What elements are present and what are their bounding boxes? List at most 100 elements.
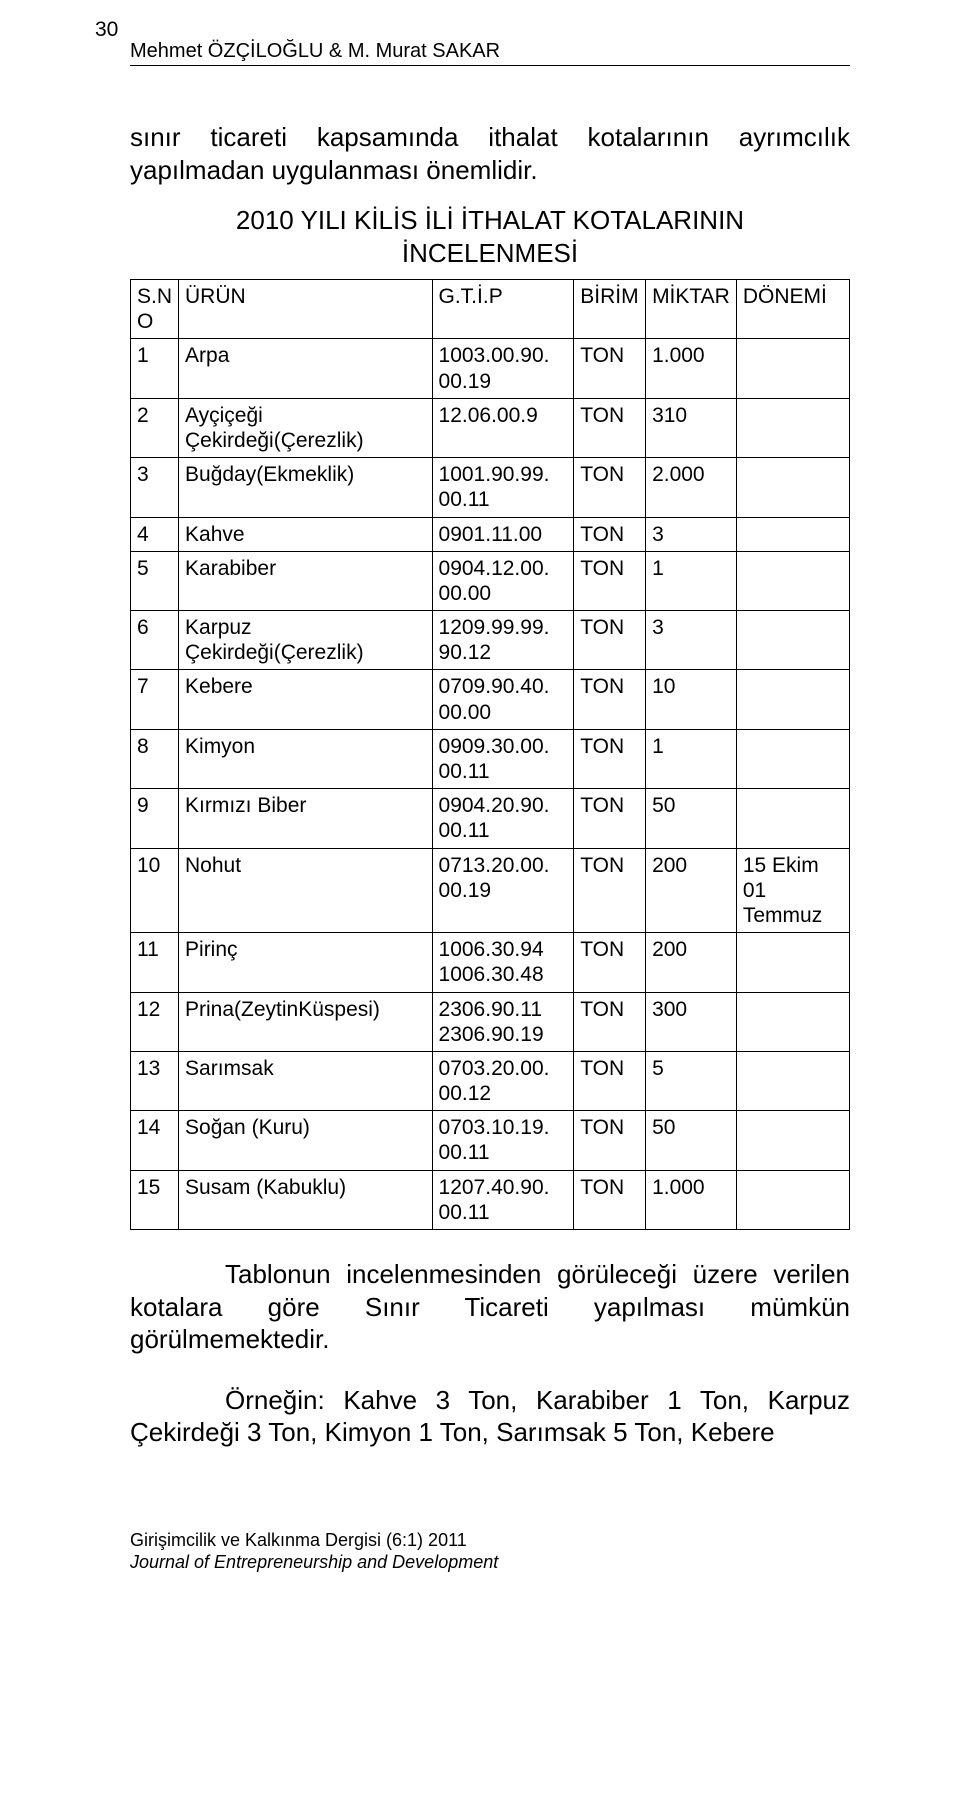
table-cell: 11 (131, 933, 179, 992)
table-cell: 0904.20.90.00.11 (432, 789, 574, 848)
table-cell (736, 1170, 849, 1229)
table-cell: 1 (131, 339, 179, 398)
header-underline: Mehmet ÖZÇİLOĞLU & M. Murat SAKAR (130, 40, 850, 66)
table-row: 1Arpa1003.00.90.00.19TON1.000 (131, 339, 850, 398)
table-cell: 0703.20.00.00.12 (432, 1051, 574, 1110)
table-cell (736, 933, 849, 992)
table-row: 14Soğan (Kuru)0703.10.19.00.11TON50 (131, 1111, 850, 1170)
after-paragraph-2: Örneğin: Kahve 3 Ton, Karabiber 1 Ton, K… (130, 1384, 850, 1449)
table-cell: 0713.20.00.00.19 (432, 848, 574, 933)
table-cell: Kahve (179, 517, 433, 551)
header-authors: Mehmet ÖZÇİLOĞLU & M. Murat SAKAR (130, 40, 500, 62)
table-cell: 50 (646, 1111, 737, 1170)
table-cell: TON (574, 1111, 646, 1170)
table-cell: TON (574, 551, 646, 610)
table-cell (736, 1111, 849, 1170)
table-row: 8Kimyon0909.30.00.00.11TON1 (131, 729, 850, 788)
table-row: 2AyçiçeğiÇekirdeği(Çerezlik)12.06.00.9TO… (131, 398, 850, 457)
table-cell: 1006.30.941006.30.48 (432, 933, 574, 992)
table-cell (736, 398, 849, 457)
table-cell: Nohut (179, 848, 433, 933)
table-cell: TON (574, 992, 646, 1051)
table-row: 15Susam (Kabuklu)1207.40.90.00.11TON1.00… (131, 1170, 850, 1229)
table-cell: TON (574, 611, 646, 670)
table-cell: TON (574, 789, 646, 848)
table-cell: 0904.12.00.00.00 (432, 551, 574, 610)
table-cell: Susam (Kabuklu) (179, 1170, 433, 1229)
table-cell: 12 (131, 992, 179, 1051)
table-cell: 8 (131, 729, 179, 788)
table-cell: 13 (131, 1051, 179, 1110)
table-row: 12Prina(ZeytinKüspesi)2306.90.112306.90.… (131, 992, 850, 1051)
table-cell: 200 (646, 848, 737, 933)
table-cell: Buğday(Ekmeklik) (179, 458, 433, 517)
table-cell: 2306.90.112306.90.19 (432, 992, 574, 1051)
table-cell: 50 (646, 789, 737, 848)
table-cell: Pirinç (179, 933, 433, 992)
table-cell: TON (574, 933, 646, 992)
table-cell (736, 339, 849, 398)
table-cell: 0909.30.00.00.11 (432, 729, 574, 788)
col-header-sno: S.NO (131, 280, 179, 339)
table-cell (736, 458, 849, 517)
table-cell: 14 (131, 1111, 179, 1170)
table-cell: 1 (646, 551, 737, 610)
table-cell: TON (574, 670, 646, 729)
table-cell: Kırmızı Biber (179, 789, 433, 848)
table-row: 6KarpuzÇekirdeği(Çerezlik)1209.99.99.90.… (131, 611, 850, 670)
table-row: 3Buğday(Ekmeklik)1001.90.99.00.11TON2.00… (131, 458, 850, 517)
table-row: 4Kahve0901.11.00TON3 (131, 517, 850, 551)
table-cell: 7 (131, 670, 179, 729)
table-cell: Soğan (Kuru) (179, 1111, 433, 1170)
table-cell: TON (574, 729, 646, 788)
table-cell: 1207.40.90.00.11 (432, 1170, 574, 1229)
table-cell: 5 (646, 1051, 737, 1110)
table-cell: 9 (131, 789, 179, 848)
table-cell: 0901.11.00 (432, 517, 574, 551)
table-cell: Karabiber (179, 551, 433, 610)
intro-paragraph: sınır ticareti kapsamında ithalat kotala… (130, 121, 850, 186)
table-cell: 0703.10.19.00.11 (432, 1111, 574, 1170)
table-cell: Arpa (179, 339, 433, 398)
table-cell: TON (574, 458, 646, 517)
table-cell: 10 (131, 848, 179, 933)
col-header-donemi: DÖNEMİ (736, 280, 849, 339)
table-cell: 1001.90.99.00.11 (432, 458, 574, 517)
table-cell: 3 (131, 458, 179, 517)
table-cell: Prina(ZeytinKüspesi) (179, 992, 433, 1051)
page: 30 Mehmet ÖZÇİLOĞLU & M. Murat SAKAR sın… (0, 0, 960, 1634)
table-row: 13Sarımsak0703.20.00.00.12TON5 (131, 1051, 850, 1110)
table-cell (736, 789, 849, 848)
table-cell (736, 670, 849, 729)
table-cell: 10 (646, 670, 737, 729)
table-cell: TON (574, 339, 646, 398)
table-cell (736, 611, 849, 670)
table-cell (736, 992, 849, 1051)
page-footer: Girişimcilik ve Kalkınma Dergisi (6:1) 2… (130, 1529, 850, 1574)
table-cell: 1003.00.90.00.19 (432, 339, 574, 398)
table-cell: 2.000 (646, 458, 737, 517)
table-cell: 15 (131, 1170, 179, 1229)
table-cell: 310 (646, 398, 737, 457)
table-row: 10Nohut0713.20.00.00.19TON20015 Ekim 01T… (131, 848, 850, 933)
table-cell: TON (574, 517, 646, 551)
col-header-birim: BİRİM (574, 280, 646, 339)
table-cell: TON (574, 848, 646, 933)
footer-journal-tr: Girişimcilik ve Kalkınma Dergisi (6:1) 2… (130, 1529, 850, 1552)
table-row: 7Kebere0709.90.40.00.00TON10 (131, 670, 850, 729)
table-cell: 1 (646, 729, 737, 788)
table-cell (736, 729, 849, 788)
table-cell: 1209.99.99.90.12 (432, 611, 574, 670)
table-header-row: S.NO ÜRÜN G.T.İ.P BİRİM MİKTAR DÖNEMİ (131, 280, 850, 339)
table-body: 1Arpa1003.00.90.00.19TON1.0002AyçiçeğiÇe… (131, 339, 850, 1230)
table-cell: 3 (646, 517, 737, 551)
footer-journal-en: Journal of Entrepreneurship and Developm… (130, 1551, 850, 1574)
table-row: 5Karabiber0904.12.00.00.00TON1 (131, 551, 850, 610)
table-cell: AyçiçeğiÇekirdeği(Çerezlik) (179, 398, 433, 457)
table-cell: 200 (646, 933, 737, 992)
table-cell: 0709.90.40.00.00 (432, 670, 574, 729)
table-title: 2010 YILI KİLİS İLİ İTHALAT KOTALARININ … (130, 204, 850, 269)
table-cell: 1.000 (646, 339, 737, 398)
page-number: 30 (95, 18, 118, 42)
table-cell: 6 (131, 611, 179, 670)
